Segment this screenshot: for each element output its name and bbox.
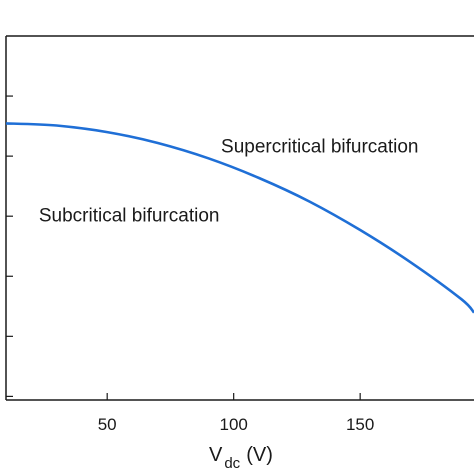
- x-axis-label-unit: (V): [246, 444, 273, 466]
- x-axis-ticks: 50 100 150: [98, 393, 374, 434]
- x-tick-label: 50: [98, 415, 117, 434]
- x-tick-label: 100: [219, 415, 247, 434]
- series-layer: [5, 122, 474, 314]
- x-axis-label-main: V: [209, 444, 223, 466]
- annotation-label: Subcritical bifurcation: [39, 206, 220, 227]
- x-tick-label: 150: [346, 415, 374, 434]
- x-axis-label-subscript: dc: [224, 455, 240, 472]
- annotations: Supercritical bifurcation Subcritical bif…: [39, 136, 419, 226]
- plot-frame: [5, 35, 474, 401]
- series-line: [5, 122, 474, 314]
- annotation-label: Supercritical bifurcation: [221, 136, 418, 157]
- y-axis-ticks: [6, 95, 13, 397]
